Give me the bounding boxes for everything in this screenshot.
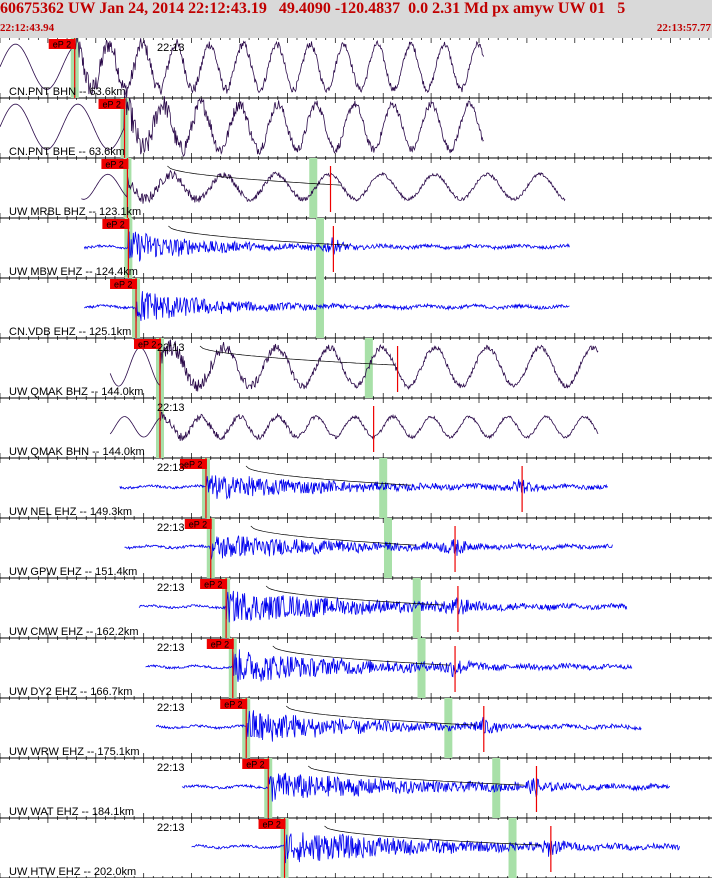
pick-box (200, 579, 228, 589)
pick-label: eP 2 (103, 100, 121, 110)
pick-box (98, 99, 126, 109)
coda-band (492, 758, 501, 818)
trace-row: eP 2 22:13 CN.PNT BHN -- 63.6km (0, 38, 712, 99)
minute-label: 22:13 (157, 762, 185, 774)
pick-box (48, 39, 76, 49)
trace-row: eP 2 CN.PNT BHE -- 63.6km (0, 89, 712, 159)
trace-row: eP 222:13 UW NEL EHZ -- 149.3km (0, 458, 712, 519)
trace-row: eP 2 22:13 UW QMAK BHZ -- 144.0km (0, 338, 712, 399)
coda-band (417, 638, 426, 698)
trace-row: 22:13 UW QMAK BHN -- 144.0km (0, 398, 712, 459)
waveform (0, 38, 485, 97)
trace-row: eP 2 UW MBW EHZ -- 124.4km (0, 218, 712, 279)
coda-curve (272, 645, 450, 666)
pick-label: eP 2 (138, 340, 156, 350)
pick-box (184, 519, 212, 529)
minute-label: 22:13 (157, 42, 185, 54)
waveform (0, 89, 484, 157)
pick-label: eP 2 (114, 280, 132, 290)
waveform (145, 649, 633, 682)
pick-box (102, 219, 130, 229)
waveform (109, 339, 599, 392)
waveform (138, 590, 628, 623)
coda-curve (168, 225, 349, 246)
trace-row: eP 2 CN.VDB EHZ -- 125.1km (0, 278, 712, 339)
coda-curve (250, 525, 416, 546)
pick-label: eP 2 (105, 160, 123, 170)
pick-box (101, 159, 129, 169)
pick-box (206, 639, 234, 649)
pick-label: eP 2 (211, 640, 229, 650)
station-label: UW QMAK BHN -- 144.0km (9, 446, 145, 458)
pick-box (258, 819, 286, 829)
coda-band (412, 578, 421, 638)
station-label: UW MRBL BHZ -- 123.1km (9, 206, 141, 218)
pick-label: eP 2 (184, 460, 202, 470)
minute-label: 22:13 (157, 402, 185, 414)
station-label: UW HTW EHZ -- 202.0km (9, 866, 136, 878)
header-bar: 60675362 UW Jan 24, 2014 22:12:43.19 49.… (0, 0, 712, 38)
trace-row: eP 2 22:13 UW GPW EHZ -- 151.4km (0, 518, 712, 579)
coda-curve (199, 345, 396, 366)
pick-label: eP 2 (53, 40, 71, 50)
station-label: UW MBW EHZ -- 124.4km (9, 266, 138, 278)
waveform (124, 535, 613, 560)
pick-label: eP 2 (224, 700, 242, 710)
station-label: UW CMW EHZ -- 162.2km (9, 626, 139, 638)
pick-box (220, 699, 248, 709)
coda-curve (307, 765, 525, 786)
pick-box (110, 279, 138, 289)
pick-box (179, 459, 207, 469)
waveform (81, 169, 566, 204)
waveform (155, 710, 642, 742)
minute-label: 22:13 (157, 462, 185, 474)
trace-row: eP 2 22:13 UW HTW EHZ -- 202.0km (0, 818, 712, 878)
minute-label: 22:13 (157, 822, 185, 834)
station-label: CN.PNT BHE -- 63.6km (9, 146, 125, 158)
minute-label: 22:13 (157, 522, 185, 534)
station-label: UW WRW EHZ -- 175.1km (9, 746, 140, 758)
trace-row: eP 2 22:13 UW DY2 EHZ -- 166.7km (0, 638, 712, 699)
waveform (191, 832, 680, 864)
pick-box (242, 759, 270, 769)
coda-curve (167, 165, 342, 186)
station-label: CN.PNT BHN -- 63.6km (9, 86, 126, 98)
pick-label: eP 2 (189, 520, 207, 530)
trace-row: eP 2 22:13 UW WRW EHZ -- 175.1km (0, 698, 712, 759)
station-label: UW NEL EHZ -- 149.3km (9, 506, 132, 518)
pick-label: eP 2 (263, 820, 281, 830)
station-label: UW WAT EHZ -- 184.1km (9, 806, 134, 818)
waveform (84, 291, 570, 323)
pick-label: eP 2 (106, 220, 124, 230)
trace-row: eP 2 UW MRBL BHZ -- 123.1km (0, 158, 712, 219)
waveform (119, 475, 608, 500)
event-title: 60675362 UW Jan 24, 2014 22:12:43.19 49.… (0, 0, 626, 17)
minute-label: 22:13 (157, 342, 185, 354)
waveform (109, 411, 599, 441)
minute-label: 22:13 (157, 702, 185, 714)
start-time-label: 22:12:43.94 (0, 22, 55, 34)
coda-curve (285, 705, 476, 726)
waveform (181, 772, 671, 802)
trace-row: eP 2 22:13 UW WAT EHZ -- 184.1km (0, 758, 712, 819)
station-label: CN.VDB EHZ -- 125.1km (9, 326, 131, 338)
coda-band (309, 158, 318, 218)
station-label: UW DY2 EHZ -- 166.7km (9, 686, 132, 698)
coda-curve (245, 465, 412, 486)
end-time-label: 22:13:57.77 (656, 22, 711, 34)
trace-row: eP 2 22:13 UW CMW EHZ -- 162.2km (0, 578, 712, 639)
coda-curve (324, 825, 541, 846)
minute-label: 22:13 (157, 582, 185, 594)
minute-label: 22:13 (157, 642, 185, 654)
pick-box (133, 339, 161, 349)
coda-curve (265, 585, 444, 606)
station-label: UW GPW EHZ -- 151.4km (9, 566, 137, 578)
pick-label: eP 2 (204, 580, 222, 590)
pick-label: eP 2 (246, 760, 264, 770)
station-label: UW QMAK BHZ -- 144.0km (9, 386, 143, 398)
waveform (83, 231, 570, 262)
